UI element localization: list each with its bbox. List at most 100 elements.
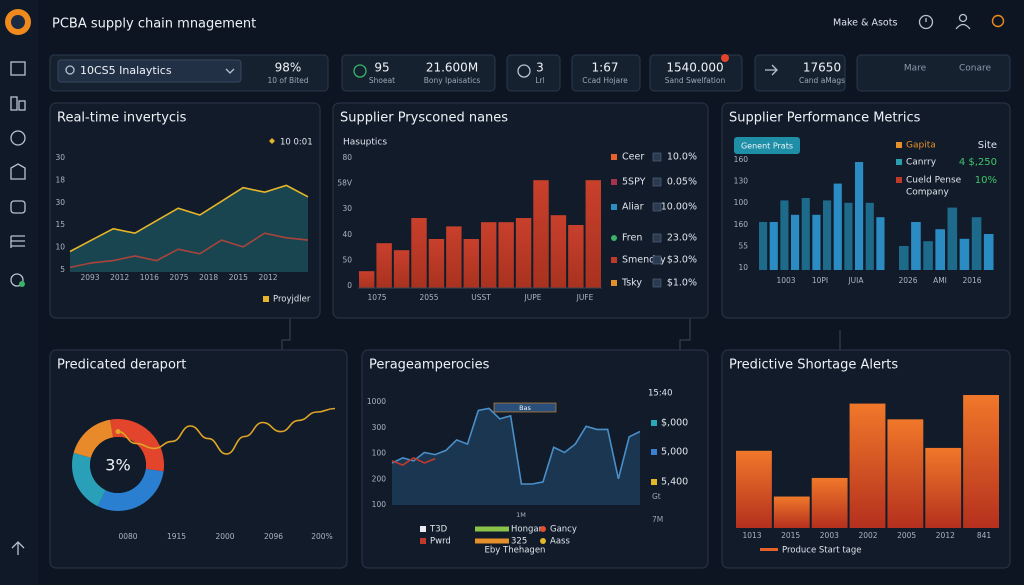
legend-swatch: [611, 204, 617, 210]
y-tick-label: 100: [372, 500, 387, 509]
legend-label: Fren: [622, 233, 642, 244]
y-tick-label: 300: [372, 423, 387, 432]
x-tick-label: 2015: [781, 531, 800, 540]
x-tick-label: JUIA: [847, 276, 864, 285]
bar: [446, 226, 462, 288]
y-tick-label: 160: [734, 220, 749, 229]
nav-icon[interactable]: [10, 130, 26, 146]
legend-label: 325: [511, 537, 527, 547]
nav-icon[interactable]: [10, 200, 26, 214]
y-tick-label: 15: [55, 220, 65, 229]
x-tick-label: 1075: [367, 293, 386, 302]
legend-value: $1.0%: [667, 278, 697, 289]
legend-label: Ceer: [622, 152, 644, 163]
line: [69, 184, 309, 253]
legend-swatch: [611, 280, 617, 286]
y-tick-label: 10: [738, 263, 748, 272]
dropdown-arrow: [225, 68, 235, 74]
bar: [359, 271, 375, 288]
kpi-value: 17650: [803, 61, 841, 75]
bar: [533, 180, 549, 288]
bar: [736, 450, 772, 528]
legend-label: Proyjdler: [273, 295, 311, 305]
area: [392, 408, 640, 505]
panel-title: Predicated deraport: [57, 358, 186, 373]
bar: [769, 222, 778, 270]
kpi-icon: [517, 64, 531, 78]
x-tick-label: 2075: [169, 273, 188, 282]
legend-swatch: [611, 179, 617, 185]
clock-icon[interactable]: [918, 14, 934, 30]
x-tick-label: 2026: [898, 276, 917, 285]
legend-value: 10.0%: [667, 152, 697, 163]
legend-label: Hongar: [511, 525, 543, 535]
nav-up[interactable]: [11, 541, 25, 555]
x-tick-label: 2012: [936, 531, 955, 540]
legend-swatch: [611, 257, 617, 263]
search-box[interactable]: [57, 59, 242, 83]
nav-icon[interactable]: [10, 273, 24, 287]
legend-swatch: [540, 526, 546, 532]
legend-value: 10.00%: [661, 202, 697, 213]
x-tick-label: JUPE: [524, 293, 542, 302]
kpi-card: [506, 54, 561, 92]
kpi-label: 10 of Bited: [267, 76, 308, 85]
user-icon-body: [955, 23, 971, 30]
nav-icon[interactable]: [10, 96, 18, 111]
panel-title: Supplier Performance Metrics: [729, 111, 921, 126]
legend-swatch: [651, 449, 657, 455]
nav-icon[interactable]: [10, 235, 25, 248]
donut-hole: [90, 437, 146, 493]
y-tick-label: 5: [60, 265, 65, 274]
x-tick-label: 1003: [776, 276, 795, 285]
y-tick-label: 200: [372, 474, 387, 483]
legend-value: 10%: [975, 175, 997, 186]
bar: [780, 200, 789, 270]
bar: [481, 222, 497, 288]
y-tick-label: 130: [734, 177, 749, 186]
logo-inner: [11, 15, 25, 29]
sidebar: [0, 0, 38, 585]
bar: [911, 222, 921, 270]
panel: [361, 349, 709, 569]
legend-label: Aliar: [622, 202, 644, 213]
legend-label: Canrry: [906, 158, 937, 168]
legend-swatch: [420, 538, 426, 544]
nav-icon[interactable]: [10, 163, 26, 180]
x-tick-label: 2016: [962, 276, 981, 285]
bar: [812, 214, 821, 270]
x-tick-label: 2096: [264, 532, 283, 541]
panel-title: Perageamperocies: [369, 358, 490, 373]
panel-title: Predictive Shortage Alerts: [729, 358, 898, 373]
y-tick-label: 30: [55, 153, 65, 162]
nav-icon[interactable]: [10, 61, 26, 76]
kpi-label: Lrl: [535, 76, 544, 85]
legend-label: $,000: [661, 418, 688, 429]
donut-segment: [97, 468, 164, 511]
line: [391, 456, 436, 466]
x-tick-label: 2012: [110, 273, 129, 282]
x-tick-label: 2005: [897, 531, 916, 540]
legend-swatch: [651, 420, 657, 426]
y-tick-label: 58V: [337, 179, 353, 188]
bar: [935, 229, 945, 270]
line: [391, 407, 641, 485]
legend-swatch: [420, 526, 426, 532]
x-tick-label: 2000: [215, 532, 234, 541]
legend-box: [652, 278, 662, 288]
legend-label: 5,400: [661, 477, 688, 488]
button[interactable]: [734, 137, 800, 154]
user-menu[interactable]: Make & Asots: [833, 18, 897, 29]
note: 15:40: [648, 389, 673, 399]
settings-icon[interactable]: [991, 14, 1005, 28]
legend-label: T3D: [429, 525, 448, 535]
legend-box: [652, 233, 662, 243]
legend-swatch: [611, 154, 617, 160]
legend-swatch: [896, 177, 902, 183]
x-tick-label: 2093: [80, 273, 99, 282]
legend-swatch: [263, 296, 269, 302]
user-icon[interactable]: [958, 13, 968, 23]
button-label: Genent Prats: [741, 142, 793, 151]
kpi-card: [856, 54, 1011, 92]
legend-box: [652, 152, 662, 162]
